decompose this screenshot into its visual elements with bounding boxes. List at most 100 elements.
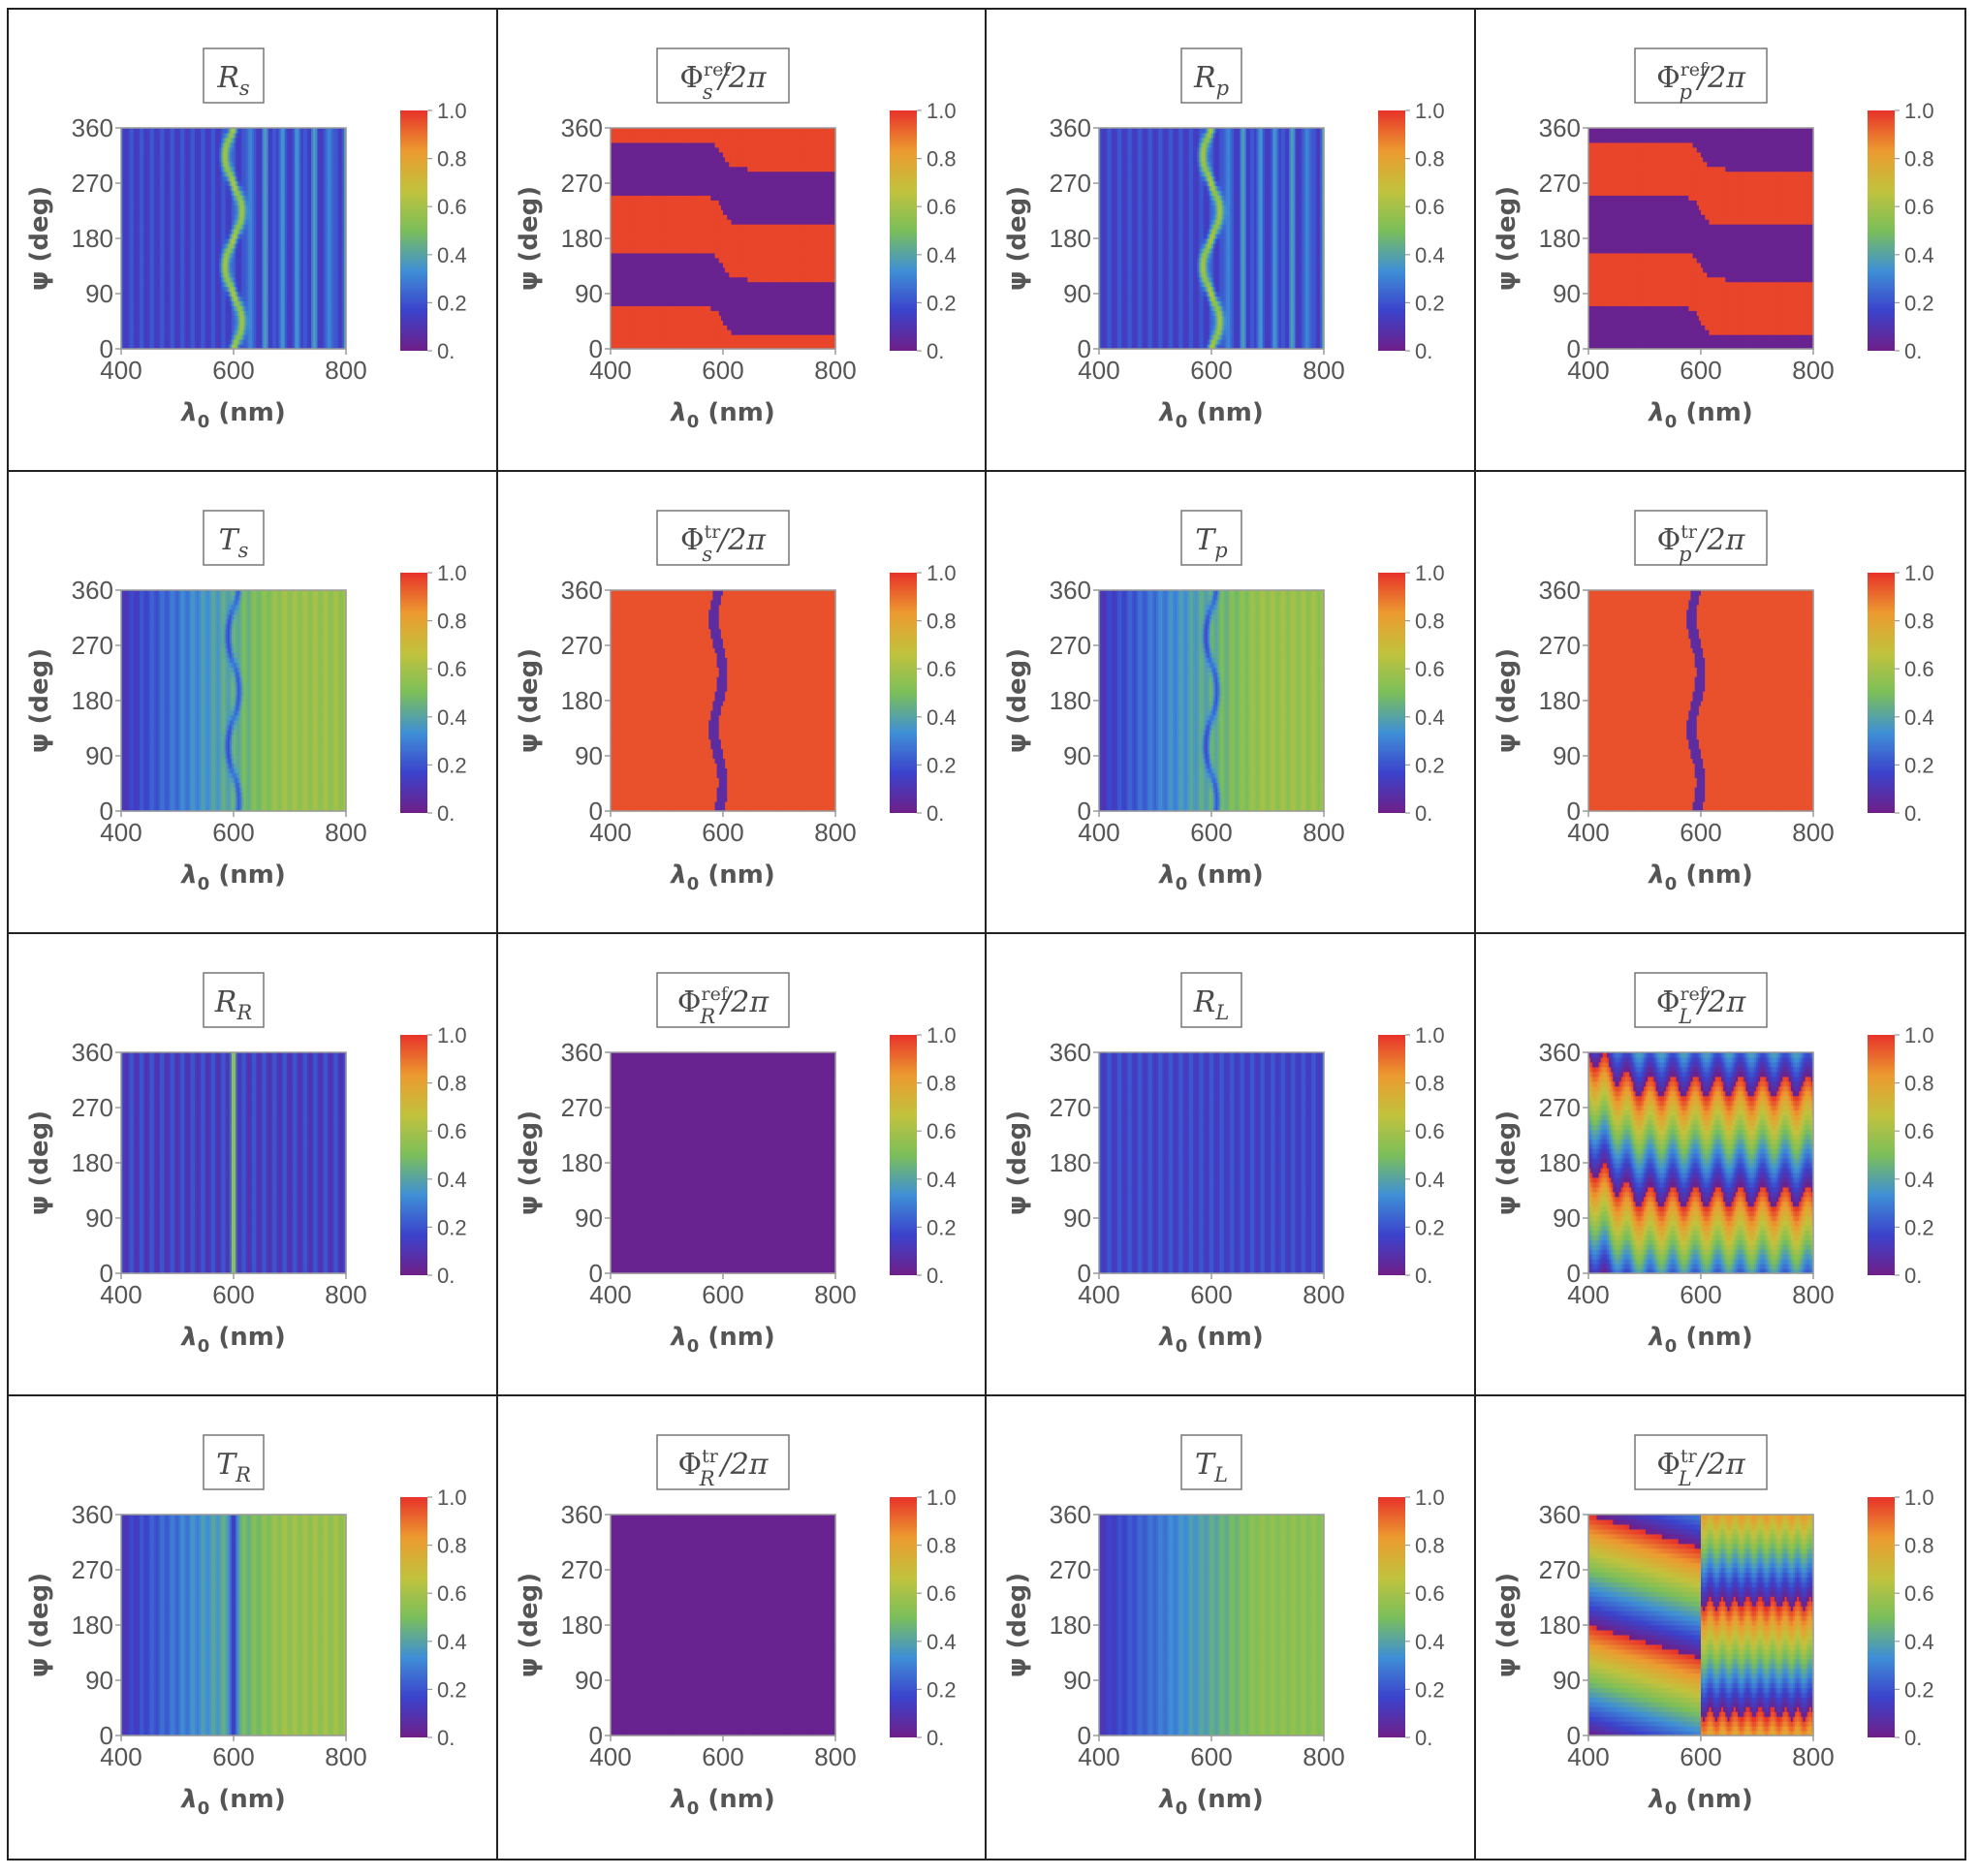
colorbar-tick-label: 0.2 (1415, 753, 1445, 777)
colorbar-tick-label: 0.6 (437, 1119, 467, 1143)
colorbar-tick-label: 0.8 (437, 1534, 467, 1558)
x-tick-label: 400 (100, 1280, 141, 1309)
y-tick-label: 360 (1538, 1500, 1580, 1529)
x-tick-label: 600 (1190, 1280, 1232, 1309)
heatmap-cells (611, 590, 836, 812)
colorbar-tick-label: 0.2 (1904, 1215, 1934, 1239)
panel-title: Φtr R/2π (657, 1435, 789, 1490)
x-tick-label: 600 (1680, 818, 1721, 847)
x-tick-label: 800 (1792, 818, 1834, 847)
colorbar-tick-label: 0.2 (1904, 753, 1934, 777)
colorbar-tick-label: 1.0 (1415, 99, 1445, 123)
panel-title: Ts (204, 511, 264, 565)
x-tick-label: 600 (702, 356, 743, 385)
x-tick-label: 400 (1078, 356, 1119, 385)
colorbar-tick-label: 0.4 (437, 705, 467, 730)
y-tick-label: 90 (1553, 1666, 1581, 1695)
heatmap-cells (1099, 1052, 1325, 1274)
colorbar (400, 1035, 427, 1275)
x-tick-label: 800 (325, 356, 366, 385)
x-tick-label: 800 (325, 1280, 366, 1309)
x-axis-label: λ0 (nm) (1647, 860, 1752, 894)
y-tick-label: 180 (1538, 1148, 1580, 1177)
y-tick-label: 270 (560, 169, 602, 198)
y-tick-label: 360 (1050, 576, 1091, 605)
y-axis-label: ψ (deg) (515, 648, 544, 753)
panel-title: Φref s/2π (657, 48, 789, 104)
colorbar-tick-label: 0. (927, 339, 944, 363)
colorbar-tick-label: 0.8 (1415, 1072, 1445, 1096)
x-tick-label: 800 (814, 1280, 856, 1309)
colorbar-tick-label: 0.8 (1904, 147, 1934, 172)
colorbar-tick-label: 1.0 (1904, 1023, 1934, 1047)
x-tick-label: 800 (1303, 818, 1344, 847)
y-tick-label: 270 (560, 1093, 602, 1122)
x-tick-label: 400 (589, 818, 631, 847)
colorbar (1868, 110, 1895, 351)
panel-title: Rs (204, 48, 264, 103)
colorbar-tick-label: 0.8 (1415, 147, 1445, 172)
y-tick-label: 90 (85, 1666, 113, 1695)
x-axis-label: λ0 (nm) (1157, 1323, 1263, 1357)
y-axis-label: ψ (deg) (1492, 648, 1522, 753)
y-tick-label: 180 (1050, 686, 1091, 715)
y-tick-label: 360 (1538, 576, 1580, 605)
y-tick-label: 180 (72, 1148, 113, 1177)
y-tick-label: 90 (1553, 1204, 1581, 1233)
panel-title: Φref L/2π (1635, 973, 1767, 1028)
colorbar-tick-label: 0. (1904, 1264, 1922, 1288)
x-tick-label: 400 (1078, 1280, 1119, 1309)
y-tick-label: 360 (1538, 1038, 1580, 1067)
y-tick-label: 90 (1553, 741, 1581, 770)
x-tick-label: 600 (702, 1742, 743, 1771)
colorbar-tick-label: 0.4 (1415, 705, 1445, 730)
y-tick-label: 270 (560, 1555, 602, 1584)
x-tick-label: 400 (589, 1280, 631, 1309)
colorbar-tick-label: 0. (1904, 1726, 1922, 1750)
x-tick-label: 800 (325, 1742, 366, 1771)
y-tick-label: 360 (72, 1038, 113, 1067)
y-tick-label: 180 (72, 1610, 113, 1640)
x-tick-label: 600 (1190, 818, 1232, 847)
x-tick-label: 600 (1680, 1280, 1721, 1309)
colorbar (890, 1497, 917, 1737)
panel-3: Rp 0 90 180 270 360 400 600 800 λ0 (nm) ψ (deg) 0. 0… (987, 10, 1476, 472)
panel-title: TR (204, 1435, 264, 1489)
colorbar-tick-label: 0.6 (1415, 195, 1445, 219)
colorbar-tick-label: 0. (437, 1264, 455, 1288)
colorbar-tick-label: 0.6 (927, 1119, 957, 1143)
panel-11: RL 0 90 180 270 360 400 600 800 λ0 (nm) ψ (deg) 0. 0… (987, 934, 1476, 1396)
colorbar (400, 110, 427, 351)
panel-8: Φtr p/2π 0 90 180 270 360 400 600 800 λ0 (nm) ψ (de… (1476, 472, 1965, 934)
y-axis-label: ψ (deg) (25, 648, 54, 753)
colorbar-tick-label: 0.6 (437, 1581, 467, 1606)
y-axis-label: ψ (deg) (1003, 186, 1032, 291)
y-tick-label: 90 (575, 1204, 603, 1233)
colorbar-tick-label: 0.4 (1904, 1168, 1934, 1192)
y-tick-label: 270 (1538, 1555, 1580, 1584)
y-tick-label: 360 (1050, 113, 1091, 142)
y-tick-label: 360 (72, 113, 113, 142)
y-tick-label: 180 (1538, 686, 1580, 715)
y-axis-label: ψ (deg) (1492, 186, 1522, 291)
colorbar-tick-label: 0.6 (1904, 195, 1934, 219)
y-tick-label: 90 (575, 741, 603, 770)
colorbar-tick-label: 0.4 (437, 1630, 467, 1654)
colorbar-tick-label: 0. (927, 1726, 944, 1750)
colorbar-tick-label: 0.2 (437, 291, 467, 315)
colorbar-tick-label: 0.8 (437, 610, 467, 634)
y-tick-label: 270 (1538, 631, 1580, 660)
colorbar-tick-label: 0.4 (1415, 1168, 1445, 1192)
x-tick-label: 400 (100, 818, 141, 847)
colorbar-tick-label: 0.6 (1415, 1581, 1445, 1606)
x-axis-label: λ0 (nm) (669, 398, 774, 432)
y-tick-label: 90 (1063, 741, 1091, 770)
